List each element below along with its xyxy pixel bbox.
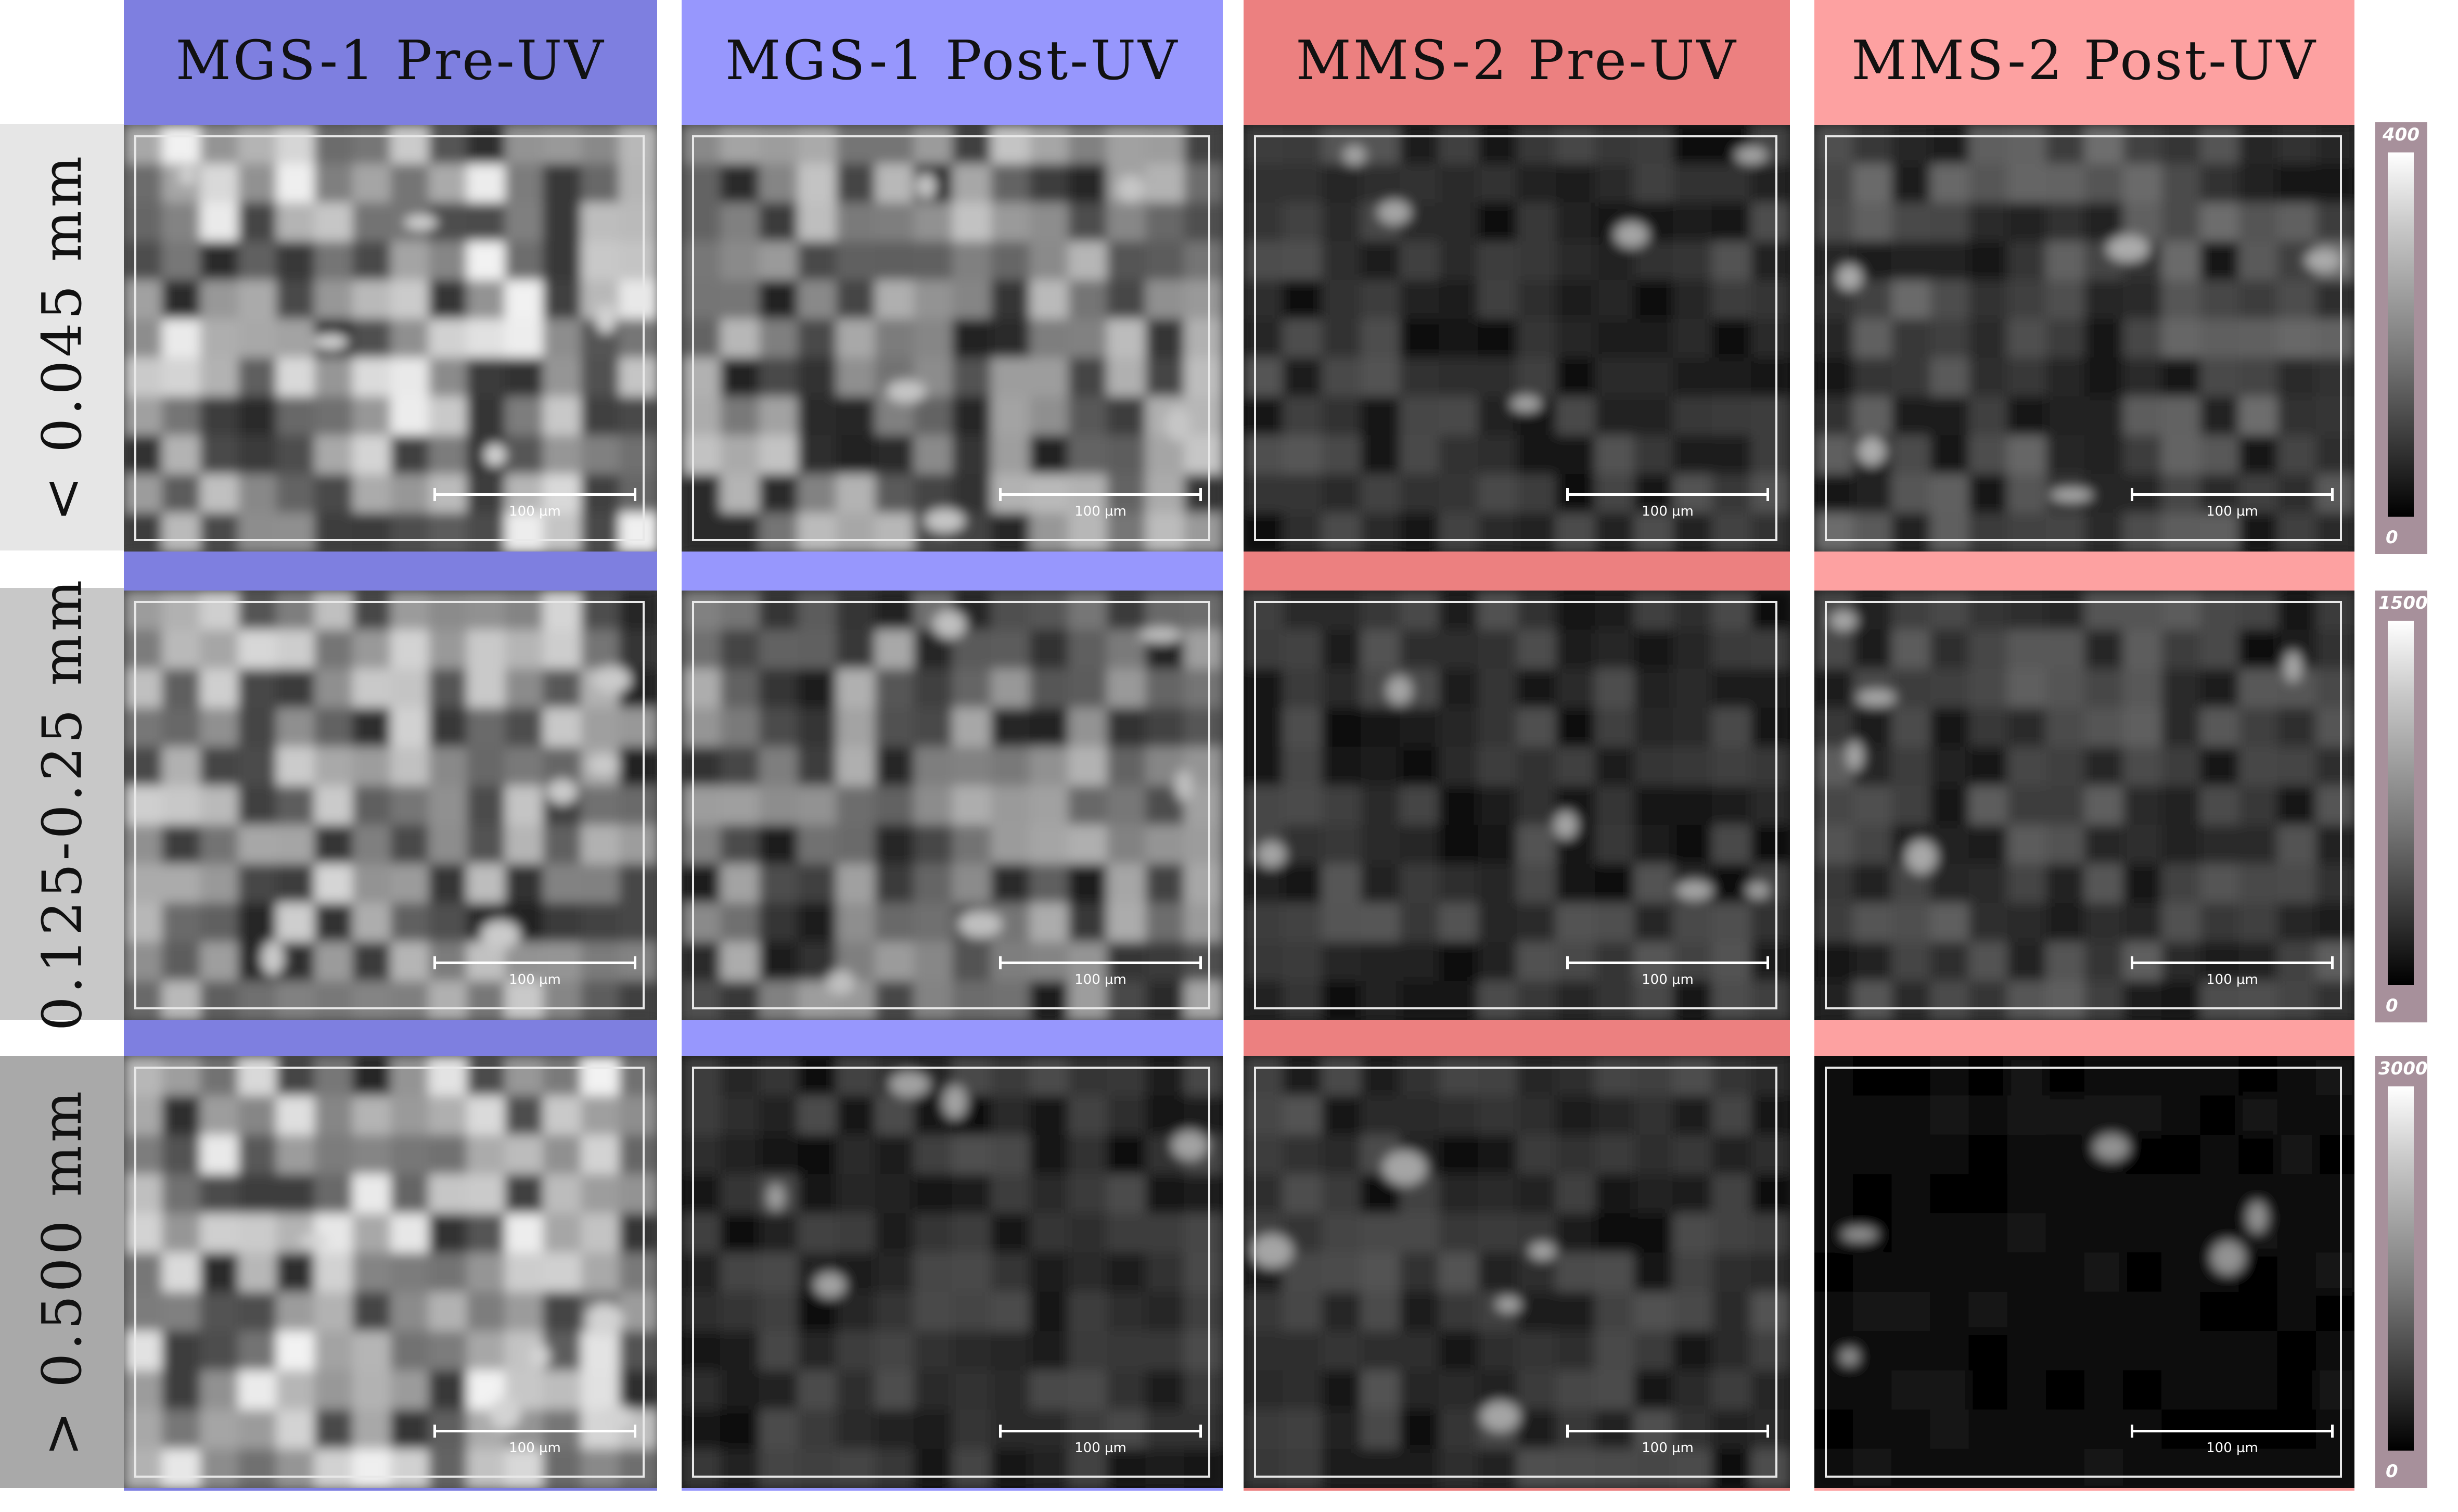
scale-bar-label: 100 µm xyxy=(509,972,561,988)
scale-bar xyxy=(433,488,636,501)
micrograph-image xyxy=(124,591,657,1020)
colorbar-gradient xyxy=(2388,152,2414,517)
micrograph-image xyxy=(1244,591,1790,1020)
scale-bar-label: 100 µm xyxy=(2206,1440,2258,1456)
panel-frame xyxy=(1254,601,1777,1009)
row-label-text: 0.125-0.25 mm xyxy=(30,576,94,1031)
column-header-label: MMS-2 Pre-UV xyxy=(1296,29,1738,92)
micrograph-image xyxy=(682,125,1223,552)
colorbar-min-label: 0 xyxy=(2386,995,2398,1016)
column-header-mms2-post: MMS-2 Post-UV xyxy=(1814,0,2354,121)
colorbar-gradient xyxy=(2388,1086,2414,1451)
micrograph-panel: 100 µm xyxy=(1244,591,1790,1020)
micrograph-image xyxy=(1814,1056,2354,1488)
micrograph-image xyxy=(1244,1056,1790,1488)
panel-frame xyxy=(1254,135,1777,541)
micrograph-image xyxy=(124,1056,657,1488)
row-label-text: > 0.500 mm xyxy=(30,1087,94,1457)
micrograph-image xyxy=(1814,591,2354,1020)
scale-bar-label: 100 µm xyxy=(1074,972,1126,988)
micrograph-image xyxy=(682,1056,1223,1488)
panel-frame xyxy=(692,601,1210,1009)
scale-bar xyxy=(2131,956,2334,969)
scale-bar-label: 100 µm xyxy=(509,1440,561,1456)
micrograph-panel: 100 µm xyxy=(1244,125,1790,552)
scale-bar xyxy=(1566,488,1769,501)
scale-bar xyxy=(433,1425,636,1438)
scale-bar xyxy=(433,956,636,969)
scale-bar-label: 100 µm xyxy=(1642,972,1694,988)
column-header-label: MGS-1 Pre-UV xyxy=(175,29,606,92)
column-header-mms2-pre: MMS-2 Pre-UV xyxy=(1244,0,1790,121)
scale-bar-label: 100 µm xyxy=(1642,1440,1694,1456)
scale-bar-label: 100 µm xyxy=(1074,1440,1126,1456)
column-header-mgs1-pre: MGS-1 Pre-UV xyxy=(124,0,657,121)
micrograph-panel: 100 µm xyxy=(682,125,1223,552)
colorbar-max-label: 3000 xyxy=(2378,1058,2428,1079)
micrograph-image xyxy=(1814,125,2354,552)
scale-bar-label: 100 µm xyxy=(2206,972,2258,988)
row-label-fine: < 0.045 mm xyxy=(0,124,124,550)
panel-frame xyxy=(1825,1067,2342,1478)
micrograph-image xyxy=(1244,125,1790,552)
row-label-coarse: > 0.500 mm xyxy=(0,1056,124,1488)
scale-bar xyxy=(999,1425,1202,1438)
scale-bar xyxy=(2131,488,2334,501)
scale-bar xyxy=(999,956,1202,969)
colorbar-row-1: 400 0 xyxy=(2375,122,2427,554)
micrograph-panel: 100 µm xyxy=(682,1056,1223,1488)
micrograph-panel: 100 µm xyxy=(682,591,1223,1020)
micrograph-panel: 100 µm xyxy=(124,591,657,1020)
micrograph-panel: 100 µm xyxy=(124,1056,657,1488)
colorbar-gradient xyxy=(2388,621,2414,985)
colorbar-min-label: 0 xyxy=(2386,1461,2398,1482)
panel-frame xyxy=(692,1067,1210,1478)
panel-frame xyxy=(134,135,645,541)
scale-bar-label: 100 µm xyxy=(2206,504,2258,519)
scale-bar xyxy=(1566,1425,1769,1438)
panel-frame xyxy=(134,601,645,1009)
column-header-label: MMS-2 Post-UV xyxy=(1851,29,2318,92)
row-label-text: < 0.045 mm xyxy=(30,152,94,522)
column-header-mgs1-post: MGS-1 Post-UV xyxy=(682,0,1223,121)
micrograph-panel: 100 µm xyxy=(124,125,657,552)
colorbar-max-label: 1500 xyxy=(2378,593,2428,613)
scale-bar xyxy=(1566,956,1769,969)
micrograph-panel: 100 µm xyxy=(1814,1056,2354,1488)
colorbar-row-3: 3000 0 xyxy=(2375,1056,2428,1488)
panel-frame xyxy=(1825,135,2342,541)
scale-bar-label: 100 µm xyxy=(1642,504,1694,519)
panel-frame xyxy=(1825,601,2342,1009)
scale-bar-label: 100 µm xyxy=(509,504,561,519)
scale-bar xyxy=(999,488,1202,501)
micrograph-image xyxy=(682,591,1223,1020)
row-label-medium: 0.125-0.25 mm xyxy=(0,577,124,1031)
micrograph-image xyxy=(124,125,657,552)
panel-frame xyxy=(692,135,1210,541)
colorbar-max-label: 400 xyxy=(2383,124,2419,145)
micrograph-panel: 100 µm xyxy=(1814,591,2354,1020)
panel-frame xyxy=(134,1067,645,1478)
micrograph-panel: 100 µm xyxy=(1244,1056,1790,1488)
micrograph-panel: 100 µm xyxy=(1814,125,2354,552)
scale-bar xyxy=(2131,1425,2334,1438)
scale-bar-label: 100 µm xyxy=(1074,504,1126,519)
colorbar-row-2: 1500 0 xyxy=(2375,591,2428,1022)
column-header-label: MGS-1 Post-UV xyxy=(725,29,1180,92)
panel-frame xyxy=(1254,1067,1777,1478)
colorbar-min-label: 0 xyxy=(2386,527,2398,548)
